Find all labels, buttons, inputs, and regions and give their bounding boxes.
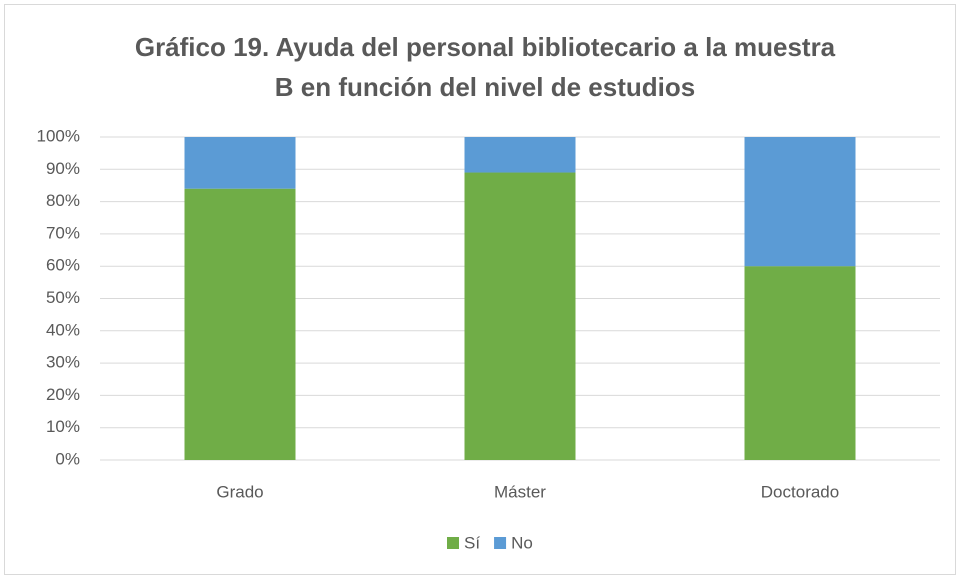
- x-tick-label: Grado: [216, 482, 263, 501]
- bar-segment: [464, 137, 576, 173]
- legend-label: No: [511, 533, 533, 552]
- y-tick-label: 40%: [46, 320, 80, 339]
- y-tick-label: 70%: [46, 223, 80, 242]
- legend-label: Sí: [464, 533, 480, 552]
- y-tick-label: 90%: [46, 159, 80, 178]
- y-tick-label: 60%: [46, 256, 80, 275]
- y-tick-label: 50%: [46, 288, 80, 307]
- chart-title: Gráfico 19. Ayuda del personal bibliotec…: [135, 32, 836, 62]
- y-tick-label: 10%: [46, 417, 80, 436]
- y-tick-label: 0%: [55, 449, 80, 468]
- legend-swatch: [447, 537, 459, 549]
- bar-segment: [744, 137, 856, 267]
- bar-segment: [184, 188, 296, 460]
- bar-segment: [184, 137, 296, 189]
- chart-title: B en función del nivel de estudios: [275, 72, 695, 102]
- bar-segment: [744, 266, 856, 460]
- legend-swatch: [494, 537, 507, 549]
- x-tick-label: Máster: [494, 482, 546, 501]
- y-tick-label: 100%: [37, 126, 80, 145]
- y-tick-label: 20%: [46, 385, 80, 404]
- y-tick-label: 30%: [46, 353, 80, 372]
- bar-segment: [464, 172, 576, 460]
- y-tick-label: 80%: [46, 191, 80, 210]
- x-tick-label: Doctorado: [761, 482, 839, 501]
